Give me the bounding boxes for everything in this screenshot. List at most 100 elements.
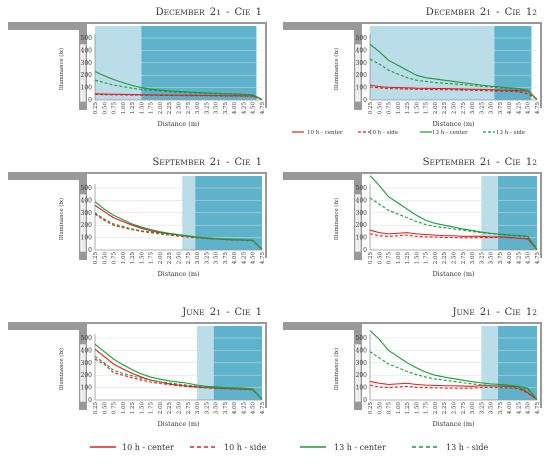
room-back-wall	[265, 172, 267, 258]
x-tick-label: 1.00	[121, 252, 127, 265]
ceiling-slab	[8, 172, 87, 180]
x-tick-label: 0.25	[93, 102, 99, 115]
x-tick-label: 2.75	[186, 402, 192, 415]
x-tick-label: 0.25	[368, 102, 374, 115]
x-tick-label: 1.25	[130, 102, 136, 115]
x-axis-title: Distance (m)	[432, 420, 475, 428]
y-axis-title: Illuminance (lx)	[333, 48, 340, 90]
y-tick-label: 200	[356, 222, 368, 229]
x-tick-label: 0.50	[102, 252, 108, 265]
series-line-10h-center	[369, 229, 538, 250]
series-line-13h-center	[369, 43, 538, 100]
x-tick-label: 2.75	[461, 402, 467, 415]
y-tick-label: 100	[81, 235, 93, 242]
series-line-13h-center	[94, 201, 263, 250]
legend-label: 10 h - center	[307, 130, 343, 136]
x-tick-label: 0.75	[112, 252, 118, 265]
x-tick-label: 0.50	[377, 102, 383, 115]
x-tick-label: 4.75	[260, 252, 266, 265]
x-tick-label: 4.50	[526, 402, 532, 415]
x-tick-label: 4.00	[507, 402, 513, 415]
y-tick-label: 500	[356, 35, 368, 42]
y-tick-label: 400	[356, 347, 368, 354]
series-line-10h-center	[369, 380, 538, 400]
x-tick-label: 2.75	[461, 102, 467, 115]
series-line-13h-side	[369, 351, 538, 400]
series-line-10h-side	[94, 93, 263, 100]
x-tick-label: 3.25	[479, 252, 485, 265]
x-tick-label: 2.50	[452, 102, 458, 115]
x-tick-label: 2.50	[177, 402, 183, 415]
x-tick-label: 2.00	[158, 102, 164, 115]
x-tick-label: 3.50	[489, 252, 495, 265]
chart-title: JUNE 21 - CIE 1	[181, 300, 262, 319]
series-line-10h-side	[369, 86, 538, 100]
ceiling-slab	[8, 22, 87, 30]
x-tick-label: 0.75	[387, 402, 393, 415]
chart-panel-4: SEPTEMBER 21 - CIE 12 0 100 200 300 400 500 Ill…	[283, 157, 542, 278]
x-tick-label: 3.50	[489, 102, 495, 115]
y-tick-label: 500	[81, 335, 93, 342]
series-line-13h-side	[94, 212, 263, 250]
y-tick-label: 400	[81, 47, 93, 54]
y-tick-label: 500	[356, 185, 368, 192]
y-tick-label: 0	[88, 97, 92, 104]
y-tick-label: 0	[363, 247, 367, 254]
x-tick-label: 3.75	[223, 252, 229, 265]
room-ceiling	[87, 22, 267, 24]
x-tick-label: 0.75	[387, 102, 393, 115]
x-tick-label: 0.50	[102, 402, 108, 415]
x-tick-label: 3.75	[498, 402, 504, 415]
y-tick-label: 400	[356, 197, 368, 204]
x-tick-label: 1.50	[139, 402, 145, 415]
x-tick-label: 3.25	[479, 102, 485, 115]
x-tick-label: 2.75	[186, 252, 192, 265]
x-tick-label: 2.50	[452, 252, 458, 265]
x-tick-label: 3.50	[214, 102, 220, 115]
x-tick-label: 2.75	[186, 102, 192, 115]
y-tick-label: 100	[81, 85, 93, 92]
x-tick-label: 1.25	[130, 252, 136, 265]
series-line-13h-side	[94, 356, 263, 400]
series-line-13h-center	[94, 343, 263, 400]
x-tick-label: 1.25	[130, 402, 136, 415]
x-tick-label: 4.75	[260, 102, 266, 115]
chart-title: DECEMBER 21 - CIE 1	[156, 0, 262, 19]
x-axis-title: Distance (m)	[432, 120, 475, 128]
x-tick-label: 1.00	[121, 402, 127, 415]
x-tick-label: 4.50	[526, 252, 532, 265]
x-tick-label: 0.25	[93, 402, 99, 415]
y-tick-label: 0	[363, 97, 367, 104]
x-axis-title: Distance (m)	[157, 420, 200, 428]
legend-label: 10 h - center	[122, 443, 174, 452]
x-tick-label: 4.50	[526, 102, 532, 115]
room-ceiling	[87, 322, 267, 324]
x-tick-label: 1.50	[139, 102, 145, 115]
chart-panel-2: DECEMBER 21 - CIE 12 0 100 200 300 400 500 Illu…	[283, 7, 542, 128]
room-ceiling	[362, 22, 542, 24]
x-tick-label: 1.00	[121, 102, 127, 115]
y-tick-label: 300	[81, 360, 93, 367]
x-tick-label: 2.25	[167, 102, 173, 115]
y-tick-label: 300	[356, 210, 368, 217]
x-tick-label: 2.50	[177, 102, 183, 115]
x-tick-label: 4.75	[535, 102, 541, 115]
y-tick-label: 500	[81, 185, 93, 192]
x-tick-label: 2.00	[158, 252, 164, 265]
x-tick-label: 4.50	[251, 102, 257, 115]
y-tick-label: 200	[81, 72, 93, 79]
x-tick-label: 3.00	[195, 402, 201, 415]
window-opening	[354, 343, 362, 403]
x-tick-label: 2.25	[167, 252, 173, 265]
x-tick-label: 4.00	[507, 102, 513, 115]
x-tick-label: 3.50	[214, 402, 220, 415]
y-tick-label: 0	[363, 397, 367, 404]
chart-panel-5: JUNE 21 - CIE 1 0 100 200 300 400 500 Illuminan…	[8, 300, 267, 428]
x-tick-label: 0.50	[377, 252, 383, 265]
series-line-13h-side	[94, 79, 263, 100]
x-tick-label: 1.25	[405, 402, 411, 415]
x-tick-label: 4.25	[241, 252, 247, 265]
x-tick-label: 3.75	[498, 102, 504, 115]
y-tick-label: 200	[81, 372, 93, 379]
series-line-13h-side	[369, 58, 538, 100]
